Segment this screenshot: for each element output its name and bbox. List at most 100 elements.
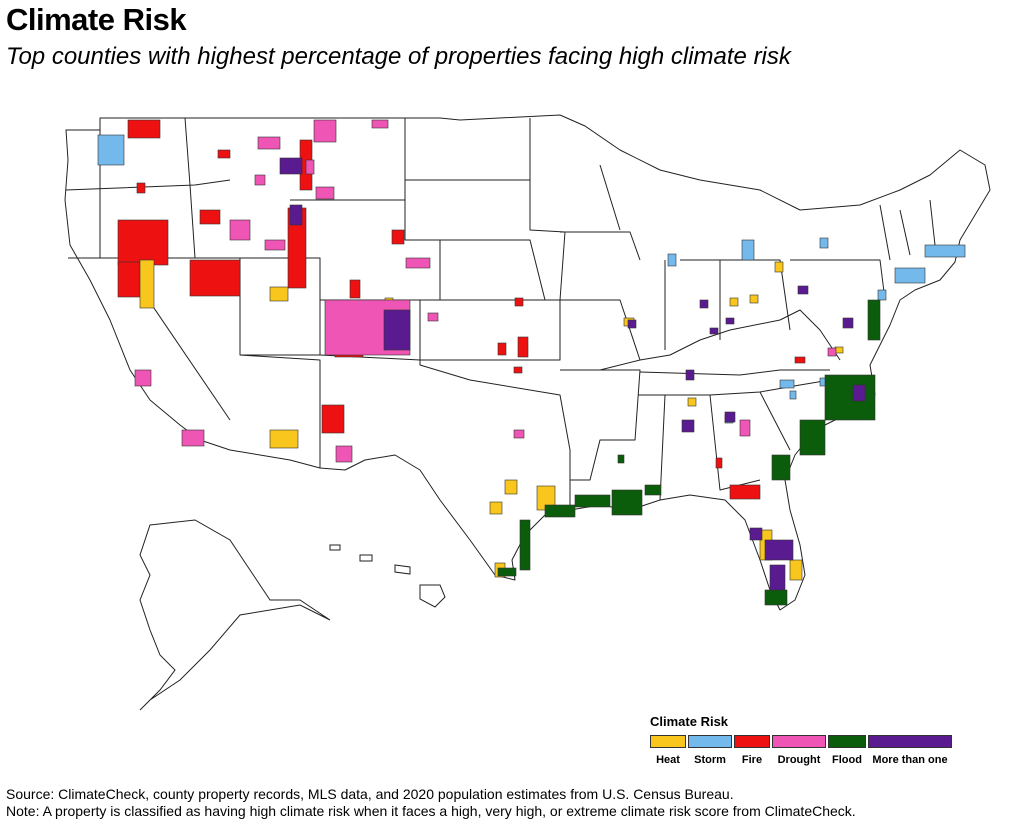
county-flood [771,454,791,481]
county-multi [279,157,303,175]
county-multi [699,299,709,309]
county-storm [741,239,755,261]
legend-item-flood: Flood [828,735,866,766]
county-multi [852,384,866,402]
county-multi [383,309,411,351]
county-heat [774,261,784,273]
county-heat [489,501,503,515]
county-drought [739,419,751,437]
county-drought [427,312,439,322]
county-flood [867,299,881,341]
county-flood [497,567,517,577]
legend-label-drought: Drought [777,754,821,766]
county-fire [729,484,761,500]
county-fire [497,342,507,356]
county-fire [391,229,405,245]
source-note: Source: ClimateCheck, county property re… [6,786,734,802]
county-fire [514,297,524,307]
county-storm [97,134,125,166]
us-county-climate-risk-map [64,114,991,711]
legend-swatch-multi [868,735,952,748]
county-flood [519,519,531,571]
legend-label-flood: Flood [832,754,862,766]
county-fire [117,219,169,266]
county-multi [627,319,637,329]
county-multi [685,369,695,381]
county-drought [315,186,335,200]
legend-title: Climate Risk [650,714,729,729]
county-storm [894,267,926,284]
county-drought [335,445,353,463]
legend-swatch-storm [688,735,732,748]
county-storm [667,253,677,267]
county-multi [724,411,736,423]
county-flood [799,419,826,456]
legend-label-storm: Storm [694,754,726,766]
county-fire [127,119,161,139]
legend-swatch-heat [650,735,686,748]
legend-label-multi: More than one [872,754,948,766]
county-heat [749,294,759,304]
county-fire [199,209,221,225]
county-multi [797,285,809,295]
county-flood [764,589,788,606]
county-flood [574,494,611,508]
legend-item-fire: Fire [734,735,770,766]
county-storm [779,379,795,389]
county-fire [517,336,529,358]
county-multi [725,317,735,325]
county-fire [321,404,345,434]
county-heat [269,286,289,302]
map-title: Climate Risk [6,2,187,37]
county-fire [217,149,231,159]
county-drought [229,219,251,241]
county-drought [254,174,266,186]
county-storm [789,390,797,400]
county-drought [371,119,389,129]
methodology-note: Note: A property is classified as having… [6,803,856,819]
legend-swatch-drought [772,735,826,748]
county-fire [136,182,146,194]
county-flood [824,374,876,421]
county-fire [513,366,523,374]
county-multi [681,419,695,433]
county-drought [405,257,431,269]
footer: Source: ClimateCheck, county property re… [6,786,856,820]
county-fire [349,279,361,299]
county-flood [611,489,643,516]
county-drought [305,159,315,175]
county-flood [644,484,662,496]
county-multi [764,539,794,561]
county-storm [877,289,887,301]
county-fire [715,457,723,469]
county-flood [617,454,625,464]
legend-swatch-flood [828,735,866,748]
hawaii-outline [329,544,446,608]
county-drought [257,136,281,150]
legend-swatches: Heat Storm Fire Drought Flood More than … [650,735,970,766]
county-heat [269,429,299,449]
county-drought [181,429,205,447]
legend-item-drought: Drought [772,735,826,766]
alaska-outline [139,519,331,711]
county-heat [729,297,739,307]
legend: Climate Risk Heat Storm Fire Drought Flo… [650,714,970,766]
county-drought [313,119,337,143]
county-fire [117,261,141,298]
county-heat [687,397,697,407]
county-multi [769,564,786,591]
county-flood [544,504,576,518]
legend-item-multi: More than one [868,735,952,766]
county-storm [924,244,966,258]
legend-item-storm: Storm [688,735,732,766]
county-drought [513,429,525,439]
county-fire [794,356,806,364]
legend-swatch-fire [734,735,770,748]
county-heat [789,559,803,581]
county-drought [134,369,152,387]
county-heat [504,479,518,495]
county-multi [289,204,303,226]
county-heat [139,259,155,309]
county-fire [189,259,241,297]
us-outline [64,114,991,611]
